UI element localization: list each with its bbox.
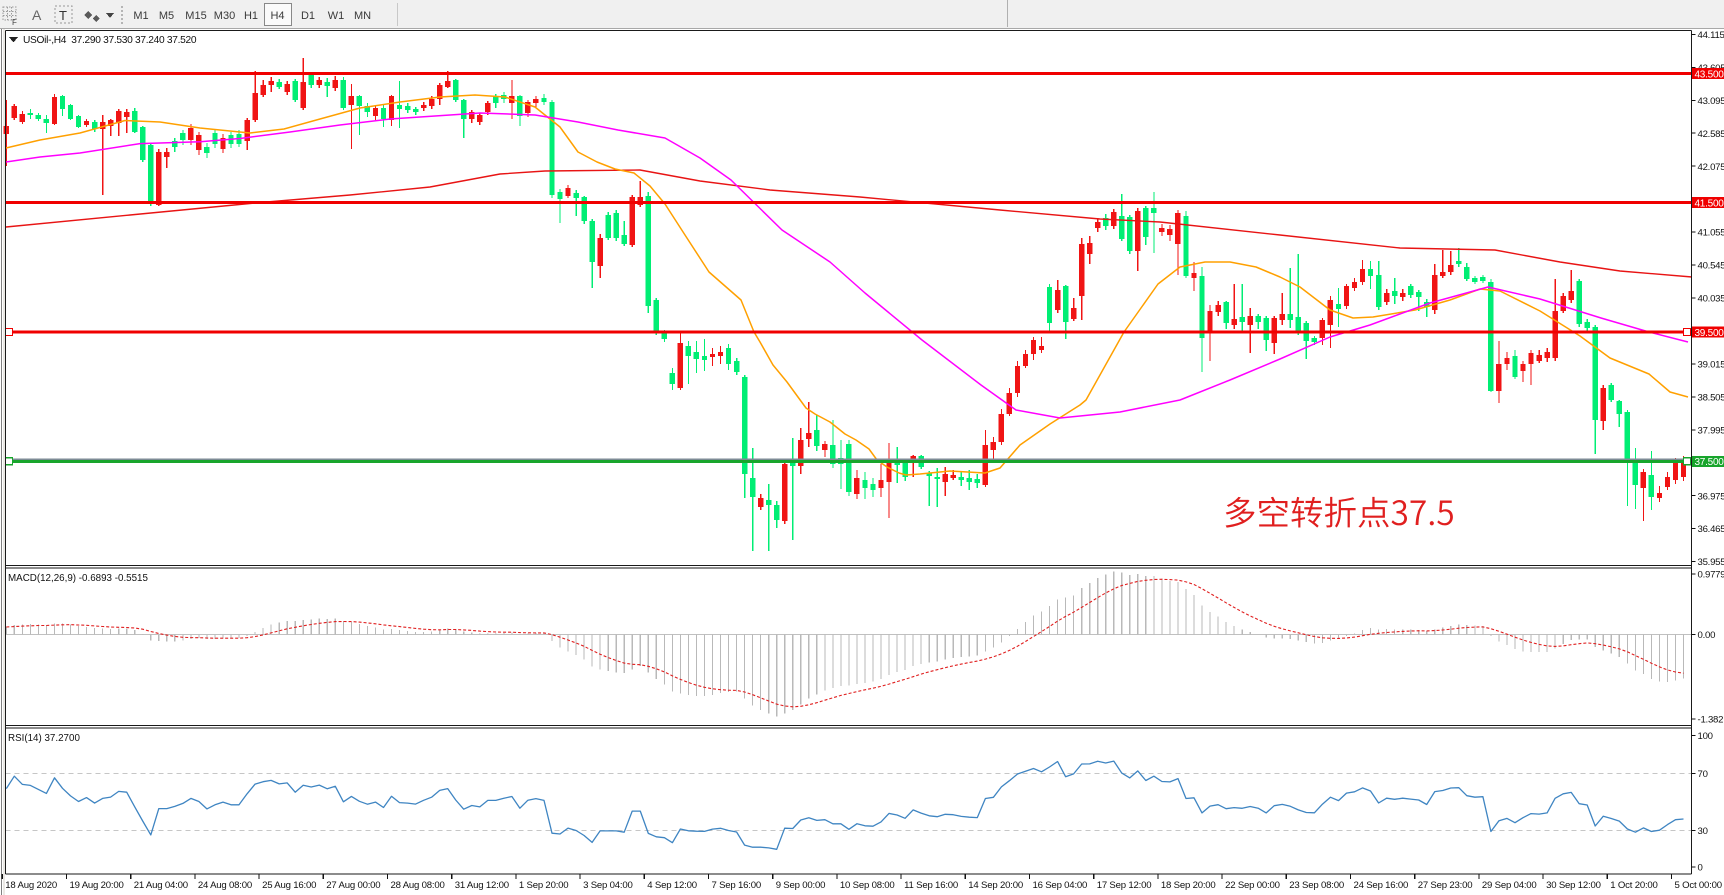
svg-text:0: 0 <box>1698 863 1703 874</box>
svg-text:18 Aug 2020: 18 Aug 2020 <box>5 880 57 891</box>
svg-text:21 Aug 04:00: 21 Aug 04:00 <box>134 880 188 891</box>
svg-text:41.055: 41.055 <box>1698 228 1724 239</box>
svg-text:100: 100 <box>1698 731 1713 742</box>
svg-text:W1: W1 <box>328 10 345 22</box>
svg-text:7 Sep 16:00: 7 Sep 16:00 <box>712 880 762 891</box>
svg-text:23 Sep 08:00: 23 Sep 08:00 <box>1289 880 1344 891</box>
svg-text:43.095: 43.095 <box>1698 96 1724 107</box>
svg-text:39.500: 39.500 <box>1695 328 1724 339</box>
svg-text:38.505: 38.505 <box>1698 392 1724 403</box>
svg-text:29 Sep 04:00: 29 Sep 04:00 <box>1482 880 1537 891</box>
svg-text:17 Sep 12:00: 17 Sep 12:00 <box>1097 880 1152 891</box>
svg-text:25 Aug 16:00: 25 Aug 16:00 <box>262 880 316 891</box>
svg-text:40.545: 40.545 <box>1698 261 1724 272</box>
svg-text:30: 30 <box>1698 826 1708 837</box>
svg-text:F: F <box>12 18 17 27</box>
svg-text:D1: D1 <box>301 10 315 22</box>
svg-text:44.115: 44.115 <box>1698 30 1724 41</box>
svg-text:27 Aug 00:00: 27 Aug 00:00 <box>326 880 380 891</box>
svg-text:3 Sep 04:00: 3 Sep 04:00 <box>583 880 633 891</box>
svg-text:M15: M15 <box>185 10 206 22</box>
svg-text:16 Sep 04:00: 16 Sep 04:00 <box>1033 880 1088 891</box>
svg-text:41.500: 41.500 <box>1695 198 1724 209</box>
svg-text:M30: M30 <box>214 10 235 22</box>
svg-text:0.9779: 0.9779 <box>1698 570 1724 581</box>
svg-text:T: T <box>59 8 67 23</box>
svg-text:42.585: 42.585 <box>1698 129 1724 140</box>
svg-text:H4: H4 <box>270 10 284 22</box>
svg-text:39.015: 39.015 <box>1698 360 1724 371</box>
svg-text:40.035: 40.035 <box>1698 294 1724 305</box>
svg-text:22 Sep 00:00: 22 Sep 00:00 <box>1225 880 1280 891</box>
svg-text:27 Sep 23:00: 27 Sep 23:00 <box>1418 880 1473 891</box>
svg-text:H1: H1 <box>244 10 258 22</box>
svg-text:37.995: 37.995 <box>1698 425 1724 436</box>
svg-text:30 Sep 12:00: 30 Sep 12:00 <box>1546 880 1601 891</box>
svg-text:0.00: 0.00 <box>1698 630 1716 641</box>
svg-text:-1.382: -1.382 <box>1698 715 1724 726</box>
svg-text:18 Sep 20:00: 18 Sep 20:00 <box>1161 880 1216 891</box>
svg-text:A: A <box>32 7 42 23</box>
svg-text:1 Oct 20:00: 1 Oct 20:00 <box>1610 880 1657 891</box>
svg-text:M5: M5 <box>159 10 174 22</box>
svg-text:70: 70 <box>1698 769 1708 780</box>
svg-text:36.465: 36.465 <box>1698 524 1724 535</box>
svg-text:24 Sep 16:00: 24 Sep 16:00 <box>1354 880 1409 891</box>
svg-text:MACD(12,26,9) -0.6893 -0.5515: MACD(12,26,9) -0.6893 -0.5515 <box>8 573 149 584</box>
svg-text:42.075: 42.075 <box>1698 162 1724 173</box>
svg-text:31 Aug 12:00: 31 Aug 12:00 <box>455 880 509 891</box>
svg-text:5 Oct 00:00: 5 Oct 00:00 <box>1675 880 1722 891</box>
svg-text:36.975: 36.975 <box>1698 491 1724 502</box>
svg-text:24 Aug 08:00: 24 Aug 08:00 <box>198 880 252 891</box>
svg-text:11 Sep 16:00: 11 Sep 16:00 <box>904 880 958 891</box>
svg-text:19 Aug 20:00: 19 Aug 20:00 <box>70 880 124 891</box>
svg-text:14 Sep 20:00: 14 Sep 20:00 <box>968 880 1023 891</box>
svg-text:37.500: 37.500 <box>1695 457 1724 468</box>
svg-text:28 Aug 08:00: 28 Aug 08:00 <box>391 880 445 891</box>
svg-text:1 Sep 20:00: 1 Sep 20:00 <box>519 880 569 891</box>
svg-text:RSI(14) 37.2700: RSI(14) 37.2700 <box>8 733 80 744</box>
svg-text:35.955: 35.955 <box>1698 557 1724 568</box>
svg-text:MN: MN <box>354 10 371 22</box>
svg-text:43.500: 43.500 <box>1695 69 1724 80</box>
svg-text:4 Sep 12:00: 4 Sep 12:00 <box>647 880 697 891</box>
svg-text:10 Sep 08:00: 10 Sep 08:00 <box>840 880 895 891</box>
svg-text:USOil-,H4 37.290 37.530 37.24: USOil-,H4 37.290 37.530 37.240 37.520 <box>23 35 197 46</box>
svg-text:M1: M1 <box>133 10 148 22</box>
svg-text:9 Sep 00:00: 9 Sep 00:00 <box>776 880 826 891</box>
